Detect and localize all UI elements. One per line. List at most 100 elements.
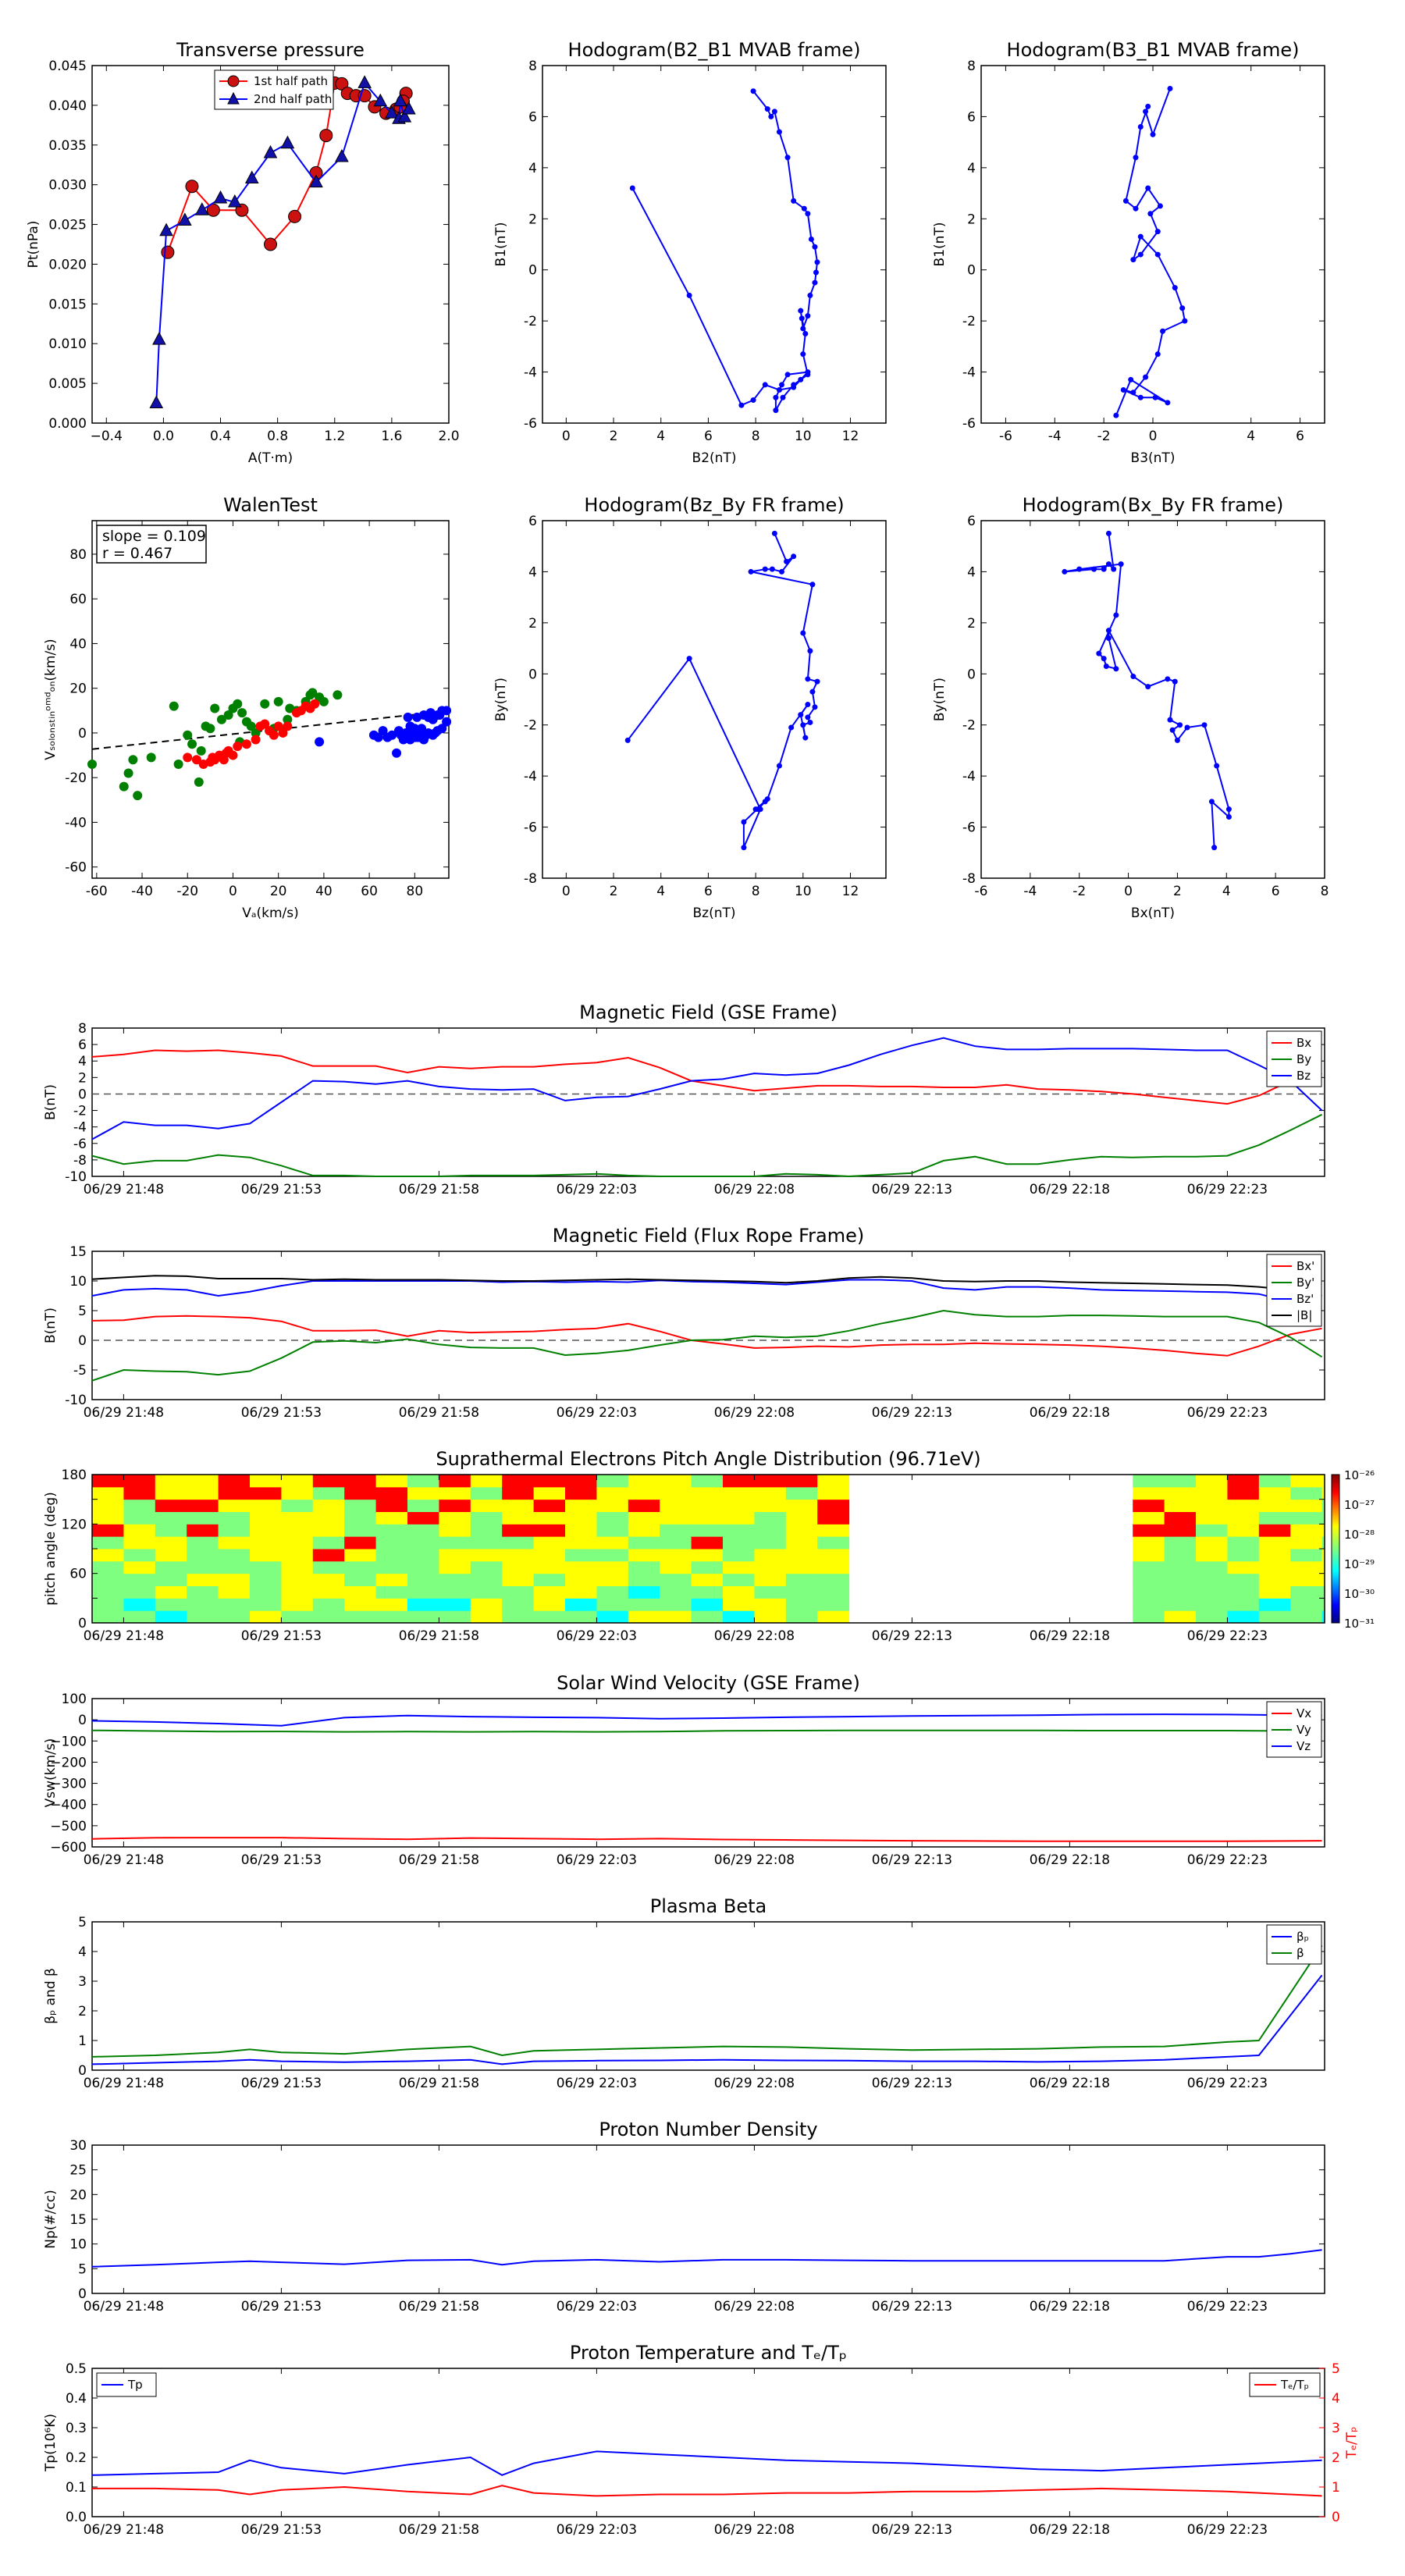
heatmap-cell (533, 1511, 566, 1525)
y-tick-label: -20 (65, 770, 87, 786)
data-point (812, 279, 818, 286)
heatmap-cell (565, 1536, 597, 1550)
x-tick-label: 06/29 21:58 (399, 2299, 479, 2314)
heatmap-cell (407, 1585, 439, 1599)
x-tick-label: 8 (752, 429, 760, 444)
y-tick-label: 0.005 (48, 376, 87, 392)
heatmap-cell (502, 1585, 535, 1599)
heatmap-cell (628, 1524, 660, 1537)
x-tick-label: 06/29 22:13 (872, 1182, 952, 1197)
data-point (805, 211, 811, 217)
heatmap-cell (817, 1585, 850, 1599)
heatmap-cell (596, 1475, 629, 1488)
data-point (1137, 251, 1144, 258)
heatmap-cell (312, 1598, 345, 1611)
heatmap-cell (1196, 1536, 1228, 1550)
x-tick-label: 06/29 22:18 (1030, 2522, 1110, 2538)
heatmap-cell (785, 1499, 818, 1512)
heatmap-cell (187, 1486, 219, 1500)
heatmap-cell (155, 1598, 187, 1611)
heatmap-cell (1196, 1511, 1228, 1525)
data-point (1133, 155, 1139, 161)
x-tick-label: 4 (656, 884, 665, 899)
data-point (1113, 412, 1119, 418)
heatmap-cell (723, 1536, 755, 1550)
data-point (807, 719, 813, 725)
data-point (1105, 530, 1112, 536)
heatmap-cell (660, 1475, 692, 1488)
y-tick-label: 60 (69, 1567, 87, 1582)
heatmap-cell (439, 1475, 471, 1488)
chart-vsw: Solar Wind Velocity (GSE Frame) −600 −500 −… (43, 1672, 1325, 1868)
heatmap-cell (565, 1610, 597, 1624)
legend-label: 2nd half path (254, 92, 332, 106)
y-tick-label: 0.045 (48, 59, 87, 74)
y-tick-label: -2 (962, 314, 976, 329)
heatmap-cell (155, 1610, 187, 1624)
heatmap-cell (785, 1486, 818, 1500)
heatmap-cell (92, 1499, 124, 1512)
series-line (91, 1974, 1323, 2065)
annotation-box (96, 525, 207, 564)
x-tick-label: 06/29 22:23 (1187, 1182, 1268, 1197)
heatmap-cell (596, 1573, 629, 1586)
heatmap-cell (1321, 1560, 1325, 1574)
x-tick-label: 06/29 22:18 (1030, 2299, 1110, 2314)
x-tick-label: 10 (795, 884, 812, 899)
heatmap-cell (375, 1486, 408, 1500)
series-line (91, 2450, 1322, 2476)
x-tick-label: 0.4 (210, 429, 231, 444)
x-tick-label: 06/29 21:58 (399, 1628, 479, 1644)
data-point (812, 244, 818, 250)
heatmap-cell (470, 1610, 503, 1624)
x-tick-label: 06/29 22:23 (1187, 1852, 1268, 1868)
heatmap-cell (1321, 1573, 1325, 1586)
heatmap-cell (660, 1610, 692, 1624)
heatmap-cell (1258, 1499, 1291, 1512)
y-tick-label: −400 (50, 1798, 87, 1813)
data-point (784, 558, 790, 564)
data-point (1143, 374, 1149, 380)
heatmap-cell (375, 1610, 408, 1624)
y2-tick-label: 2 (1332, 2450, 1340, 2466)
heatmap-cell (691, 1511, 724, 1525)
data-point (194, 777, 204, 787)
heatmap-cell (312, 1536, 345, 1550)
chart-title: Plasma Beta (650, 1895, 767, 1917)
data-point (310, 699, 320, 709)
x-tick-label: 06/29 21:53 (241, 1628, 322, 1644)
x-tick-label: 06/29 22:23 (1187, 2522, 1268, 2538)
data-point (418, 735, 429, 745)
chart-hod_b3b1: Hodogram(B3_B1 MVAB frame) -6 -4 -2 0 2 4 6 8 B1(… (932, 39, 1325, 466)
heatmap-cell (660, 1585, 692, 1599)
heatmap-cell (502, 1511, 535, 1525)
chart-hod_b2b1: Hodogram(B2_B1 MVAB frame) -6 -4 -2 0 2 4 6 8 B1(… (493, 39, 887, 466)
data-point (1225, 806, 1232, 813)
x-tick-label: 6 (1272, 884, 1280, 899)
heatmap-cell (723, 1573, 755, 1586)
heatmap-cell (533, 1598, 566, 1611)
legend-marker (227, 75, 240, 87)
heatmap-cell (533, 1573, 566, 1586)
heatmap-cell (817, 1610, 850, 1624)
data-point (187, 739, 197, 749)
data-point (776, 763, 782, 769)
heatmap-cell (439, 1585, 471, 1599)
y-tick-label: 0.025 (48, 218, 87, 233)
heatmap-cell (1133, 1549, 1165, 1562)
heatmap-cell (817, 1511, 850, 1525)
legend-label: 1st half path (254, 74, 328, 88)
heatmap-cell (1321, 1536, 1325, 1550)
legend-label: Tₑ/Tₚ (1280, 2378, 1309, 2392)
heatmap-cell (754, 1499, 787, 1512)
heatmap-cell (754, 1475, 787, 1488)
data-point (309, 174, 323, 188)
heatmap-cell (1164, 1585, 1197, 1599)
data-point (1211, 845, 1218, 851)
heatmap-cell (470, 1511, 503, 1525)
legend-marker (227, 91, 240, 105)
heatmap-cell (250, 1585, 282, 1599)
x-tick-label: 06/29 21:48 (84, 2522, 164, 2538)
data-point (748, 568, 754, 575)
heatmap-cell (312, 1573, 345, 1586)
